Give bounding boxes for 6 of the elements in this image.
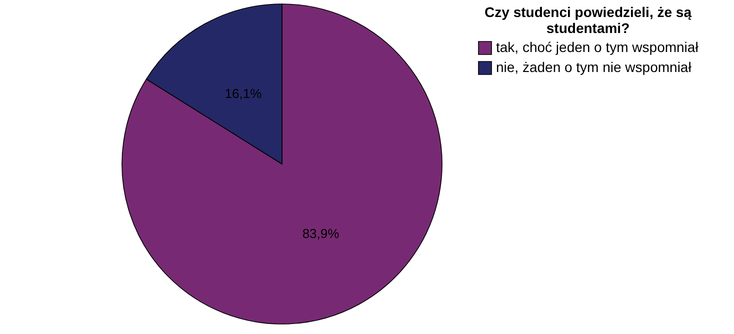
legend-label: nie, żaden o tym nie wspomniał — [496, 59, 692, 75]
legend-label: tak, choć jeden o tym wspomniał — [496, 39, 700, 55]
legend-title: Czy studenci powiedzieli, że są studentami? — [484, 4, 692, 36]
data-label: 16,1% — [224, 86, 262, 102]
pie-slice — [122, 4, 442, 324]
data-label: 83,9% — [302, 226, 340, 241]
